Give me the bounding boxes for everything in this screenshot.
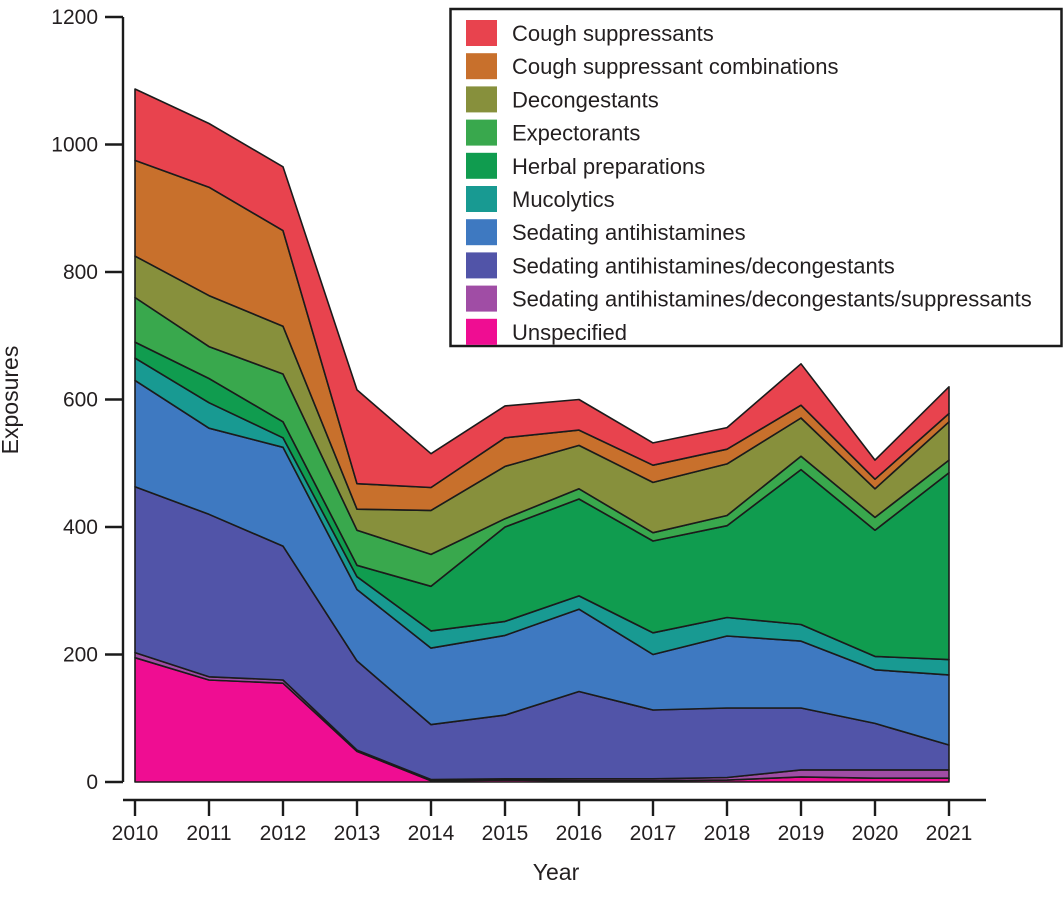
x-axis-title: Year <box>533 859 580 885</box>
x-tick-label: 2010 <box>112 822 159 845</box>
axes-group: 0 200 400 600 800 1000 1200 2010 2011 2012 2013 201… <box>51 6 986 845</box>
y-axis-title: Exposures <box>0 346 23 455</box>
x-tick-label: 2013 <box>334 822 381 845</box>
legend-swatch-mucolytics <box>466 186 497 212</box>
x-tick-label: 2016 <box>556 822 603 845</box>
legend-swatch-decongestants <box>466 86 497 113</box>
legend-box <box>449 7 1063 348</box>
legend-label-decongestants: Decongestants <box>512 87 659 112</box>
x-tick-label: 2018 <box>704 822 751 845</box>
legend-label-herbal-preparations: Herbal preparations <box>512 154 705 179</box>
x-tick-label: 2011 <box>186 822 231 845</box>
legend-label-sedating-antihistamines-decongestants-suppressants: Sedating antihistamines/decongestants/su… <box>512 287 1032 312</box>
y-tick-label: 200 <box>63 644 98 667</box>
legend-swatch-expectorants <box>466 119 497 146</box>
legend-swatch-herbal-preparations <box>466 152 497 179</box>
x-tick-label: 2020 <box>852 822 899 845</box>
legend-label-cough-suppressant-combinations: Cough suppressant combinations <box>512 54 839 79</box>
legend-label-mucolytics: Mucolytics <box>512 187 615 212</box>
area-cough-suppressants <box>134 88 950 489</box>
x-tick-label: 2014 <box>408 822 455 845</box>
legend-label-expectorants: Expectorants <box>512 121 640 146</box>
y-tick-label: 1200 <box>51 6 98 29</box>
y-tick-label: 400 <box>63 516 98 539</box>
legend-label-sedating-antihistamines: Sedating antihistamines <box>512 220 746 245</box>
x-tick-label: 2019 <box>778 822 825 845</box>
x-tick-label: 2021 <box>926 822 973 845</box>
legend-swatch-cough-suppressants <box>466 20 497 46</box>
legend-label-unspecified: Unspecified <box>512 320 627 345</box>
x-tick-label: 2015 <box>482 822 529 845</box>
legend-swatch-cough-suppressant-combinations <box>466 53 497 80</box>
legend-label-sedating-antihistamines-decongestants: Sedating antihistamines/decongestants <box>512 253 895 278</box>
y-tick-label: 800 <box>63 261 98 284</box>
y-tick-label: 600 <box>63 389 98 412</box>
legend-swatch-sedating-antihistamines <box>466 219 497 246</box>
legend-swatch-unspecified <box>466 318 497 345</box>
legend-swatch-sedating-antihistamines-decongestants <box>466 252 497 279</box>
area-series-group <box>134 88 950 783</box>
x-tick-label: 2012 <box>260 822 307 845</box>
legend-swatch-sedating-antihistamines-decongestants-suppressants <box>466 285 497 312</box>
legend: Cough suppressants Cough suppressant comb… <box>449 7 1063 348</box>
y-tick-label: 0 <box>86 771 98 794</box>
x-tick-label: 2017 <box>630 822 677 845</box>
y-tick-label: 1000 <box>51 134 98 157</box>
legend-label-cough-suppressants: Cough suppressants <box>512 21 714 46</box>
